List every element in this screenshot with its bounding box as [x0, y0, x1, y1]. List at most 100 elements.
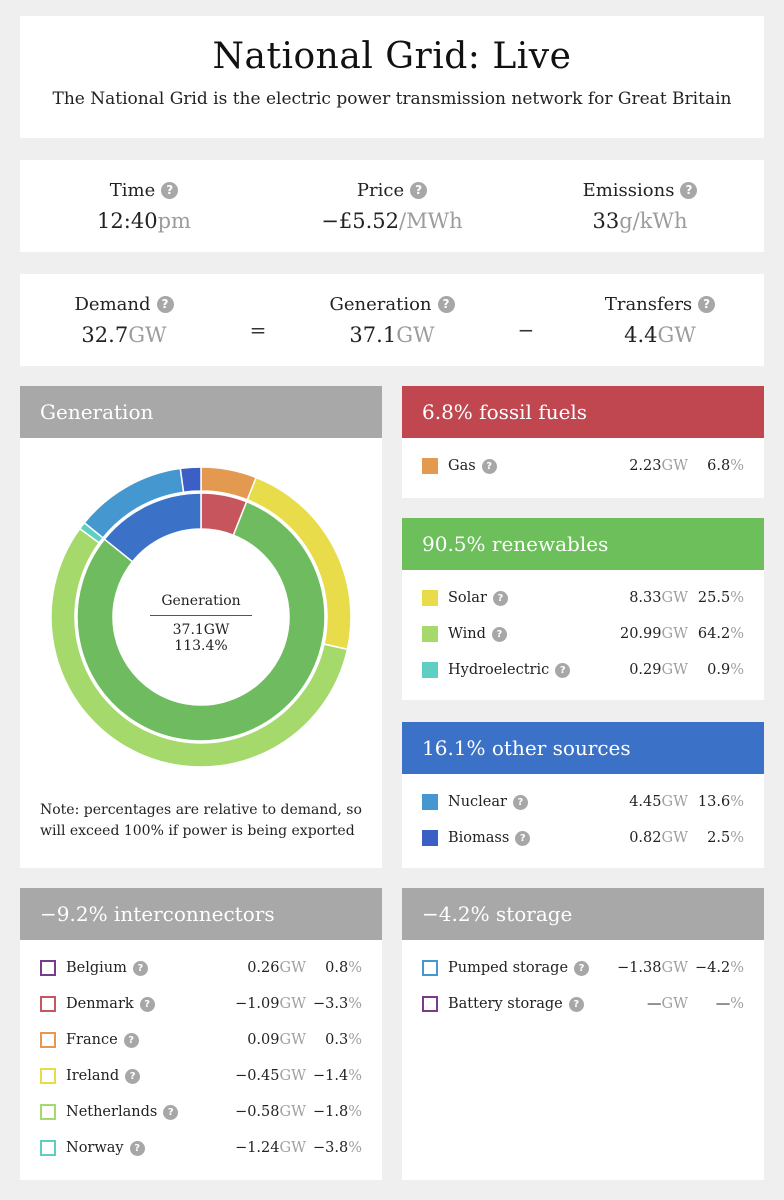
help-icon[interactable]: ?	[512, 794, 528, 810]
help-icon[interactable]: ?	[125, 1068, 141, 1084]
legend-swatch	[40, 1104, 56, 1120]
legend-swatch	[422, 590, 438, 606]
page-title: National Grid: Live	[212, 36, 572, 77]
legend-swatch	[40, 1068, 56, 1084]
balance-stats: Demand? 32.7GW = Generation? 37.1GW − Tr…	[20, 274, 764, 366]
storage-rows: Pumped storage? −1.38GW −4.2% Battery stora…	[402, 940, 764, 1032]
storage-panel: −4.2% storage Pumped storage? −1.38GW −4.2…	[402, 888, 764, 1180]
pct-unit: %	[348, 1104, 362, 1120]
donut-center-pct: 113.4%	[174, 638, 228, 654]
donut-outer-slice[interactable]	[179, 466, 202, 494]
time-unit: pm	[157, 208, 191, 233]
generation-value: 37.1	[349, 322, 397, 347]
time-label: Time	[109, 179, 156, 201]
legend-swatch	[40, 960, 56, 976]
pct-unit: %	[348, 1032, 362, 1048]
source-row: Gas? 2.23GW 6.8%	[422, 448, 744, 484]
source-row: Netherlands? −0.58GW −1.8%	[40, 1094, 362, 1130]
donut-inner-slice[interactable]	[103, 492, 202, 563]
legend-swatch	[422, 794, 438, 810]
help-icon[interactable]: ?	[492, 590, 508, 606]
source-pct: 2.5	[707, 830, 731, 846]
gw-unit: GW	[279, 960, 307, 976]
pct-unit: %	[348, 960, 362, 976]
source-row: Belgium? 0.26GW 0.8%	[40, 950, 362, 986]
source-name: Pumped storage	[448, 960, 569, 976]
page-subtitle: The National Grid is the electric power …	[52, 89, 732, 109]
gw-unit: GW	[661, 996, 689, 1012]
legend-swatch	[422, 662, 438, 678]
price-unit: /MWh	[399, 208, 463, 233]
demand-value: 32.7	[81, 322, 129, 347]
source-gw: 0.09	[247, 1032, 280, 1048]
source-pct: −1.8	[313, 1104, 349, 1120]
help-icon[interactable]: ?	[698, 295, 716, 313]
source-row: Solar? 8.33GW 25.5%	[422, 580, 744, 616]
donut-inner-slice[interactable]	[76, 500, 326, 742]
other-sources-rows: Nuclear? 4.45GW 13.6% Biomass? 0.82GW 2.5%	[402, 774, 764, 866]
gw-unit: GW	[279, 1032, 307, 1048]
source-gw: —	[647, 996, 662, 1012]
source-row: Pumped storage? −1.38GW −4.2%	[422, 950, 744, 986]
pct-unit: %	[348, 1068, 362, 1084]
donut-center-gw: 37.1GW	[172, 622, 230, 638]
source-pct: 64.2	[697, 626, 731, 642]
legend-swatch	[40, 1032, 56, 1048]
gw-unit: GW	[279, 1104, 307, 1120]
help-icon[interactable]: ?	[491, 626, 507, 642]
help-icon[interactable]: ?	[129, 1140, 145, 1156]
help-icon[interactable]: ?	[123, 1032, 139, 1048]
help-icon[interactable]: ?	[568, 996, 584, 1012]
generation-panel: Generation Generation 37.1GW 113.4% Note…	[20, 386, 382, 868]
price-value: −£5.52	[321, 208, 400, 233]
source-name: Belgium	[66, 960, 127, 976]
source-pct: −1.4	[313, 1068, 349, 1084]
pct-unit: %	[730, 590, 744, 606]
gw-unit: GW	[661, 626, 689, 642]
source-name: Solar	[448, 590, 487, 606]
help-icon[interactable]: ?	[515, 830, 531, 846]
legend-swatch	[40, 1140, 56, 1156]
emissions-label: Emissions	[582, 179, 675, 201]
donut-outer-slice[interactable]	[50, 527, 349, 768]
pct-unit: %	[348, 1140, 362, 1156]
gw-unit: GW	[661, 960, 689, 976]
pct-unit: %	[730, 794, 744, 810]
source-pct: −4.2	[695, 960, 731, 976]
fossil-panel: 6.8% fossil fuels Gas? 2.23GW 6.8%	[402, 386, 764, 498]
help-icon[interactable]: ?	[555, 662, 571, 678]
pct-unit: %	[730, 960, 744, 976]
help-icon[interactable]: ?	[680, 181, 698, 199]
emissions-value: 33	[592, 208, 620, 233]
help-icon[interactable]: ?	[410, 181, 428, 199]
pct-unit: %	[730, 626, 744, 642]
generation-unit: GW	[396, 322, 435, 347]
gw-unit: GW	[661, 590, 689, 606]
source-pct: −3.3	[313, 996, 349, 1012]
help-icon[interactable]: ?	[132, 960, 148, 976]
help-icon[interactable]: ?	[437, 295, 455, 313]
transfers-unit: GW	[657, 322, 696, 347]
help-icon[interactable]: ?	[163, 1104, 179, 1120]
generation-donut-chart	[50, 466, 352, 768]
pct-unit: %	[348, 996, 362, 1012]
source-row: Nuclear? 4.45GW 13.6%	[422, 784, 744, 820]
source-row: Battery storage? —GW —%	[422, 986, 744, 1022]
source-gw: −1.38	[617, 960, 662, 976]
help-icon[interactable]: ?	[161, 181, 179, 199]
interconnectors-panel-title: −9.2% interconnectors	[20, 888, 382, 940]
source-pct: 0.3	[325, 1032, 349, 1048]
summary-stats: Time? 12:40pm Price? −£5.52/MWh Emission…	[20, 160, 764, 252]
pct-unit: %	[730, 662, 744, 678]
source-row: Wind? 20.99GW 64.2%	[422, 616, 744, 652]
transfers-label: Transfers	[604, 293, 693, 315]
help-icon[interactable]: ?	[574, 960, 590, 976]
demand-label: Demand	[74, 293, 151, 315]
fossil-panel-title: 6.8% fossil fuels	[402, 386, 764, 438]
title-card: National Grid: Live The National Grid is…	[20, 16, 764, 138]
help-icon[interactable]: ?	[139, 996, 155, 1012]
gw-unit: GW	[661, 830, 689, 846]
help-icon[interactable]: ?	[481, 458, 497, 474]
help-icon[interactable]: ?	[156, 295, 174, 313]
pct-unit: %	[730, 830, 744, 846]
